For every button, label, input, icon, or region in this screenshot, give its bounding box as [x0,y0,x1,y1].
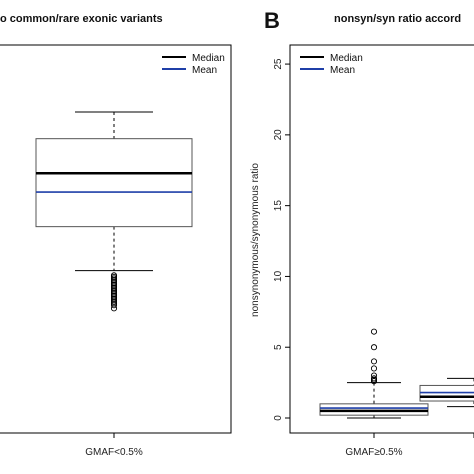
panel-b-plot-frame [289,44,474,434]
panel-a: o common/rare exonic variants MedianMean… [0,13,232,458]
legend-label: Mean [330,65,355,76]
y-tick-label: 0 [273,415,284,421]
panel-a-plot-frame [0,44,232,434]
y-tick-label: 15 [273,200,284,212]
panel-a-boxes [35,111,193,312]
panel-b-x-axis: GMAF≥0.5% [345,432,474,458]
outlier-point [370,344,378,351]
panel-b-title: nonsyn/syn ratio accord [334,13,461,25]
x-tick-label: GMAF≥0.5% [345,447,402,458]
box-iqr [35,138,193,228]
y-tick-label: 5 [273,344,284,350]
legend-label: Mean [192,65,217,76]
x-tick-label: GMAF<0.5% [85,447,143,458]
panel-a-x-axis: GMAF<0.5% [85,433,143,458]
outlier-point [370,365,378,372]
y-tick-label: 25 [273,58,284,70]
y-tick-label: 20 [273,129,284,141]
outlier-point [370,328,378,335]
legend-label: Median [192,53,225,64]
outlier-point [110,272,118,279]
outlier-point [370,372,378,379]
panel-b-boxes [319,328,474,419]
panel-b-letter: B [264,8,280,33]
outlier-point [370,358,378,365]
outlier-point [370,375,378,382]
panel-a-title: o common/rare exonic variants [0,13,163,25]
panel-b-y-axis-label: nonsynonymous/synonymous ratio [250,163,261,317]
box-iqr [319,403,429,416]
y-tick-label: 10 [273,270,284,282]
panel-b-y-axis: 0 5 10 15 20 25 [273,58,291,421]
outlier-point [110,305,118,312]
panel-b: B nonsyn/syn ratio accord 0 5 10 15 20 25 non… [250,8,474,458]
legend-label: Median [330,53,363,64]
